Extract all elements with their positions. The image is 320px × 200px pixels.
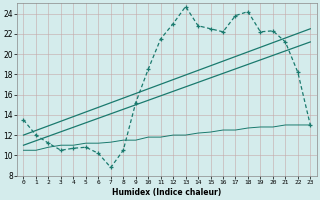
X-axis label: Humidex (Indice chaleur): Humidex (Indice chaleur) — [112, 188, 221, 197]
